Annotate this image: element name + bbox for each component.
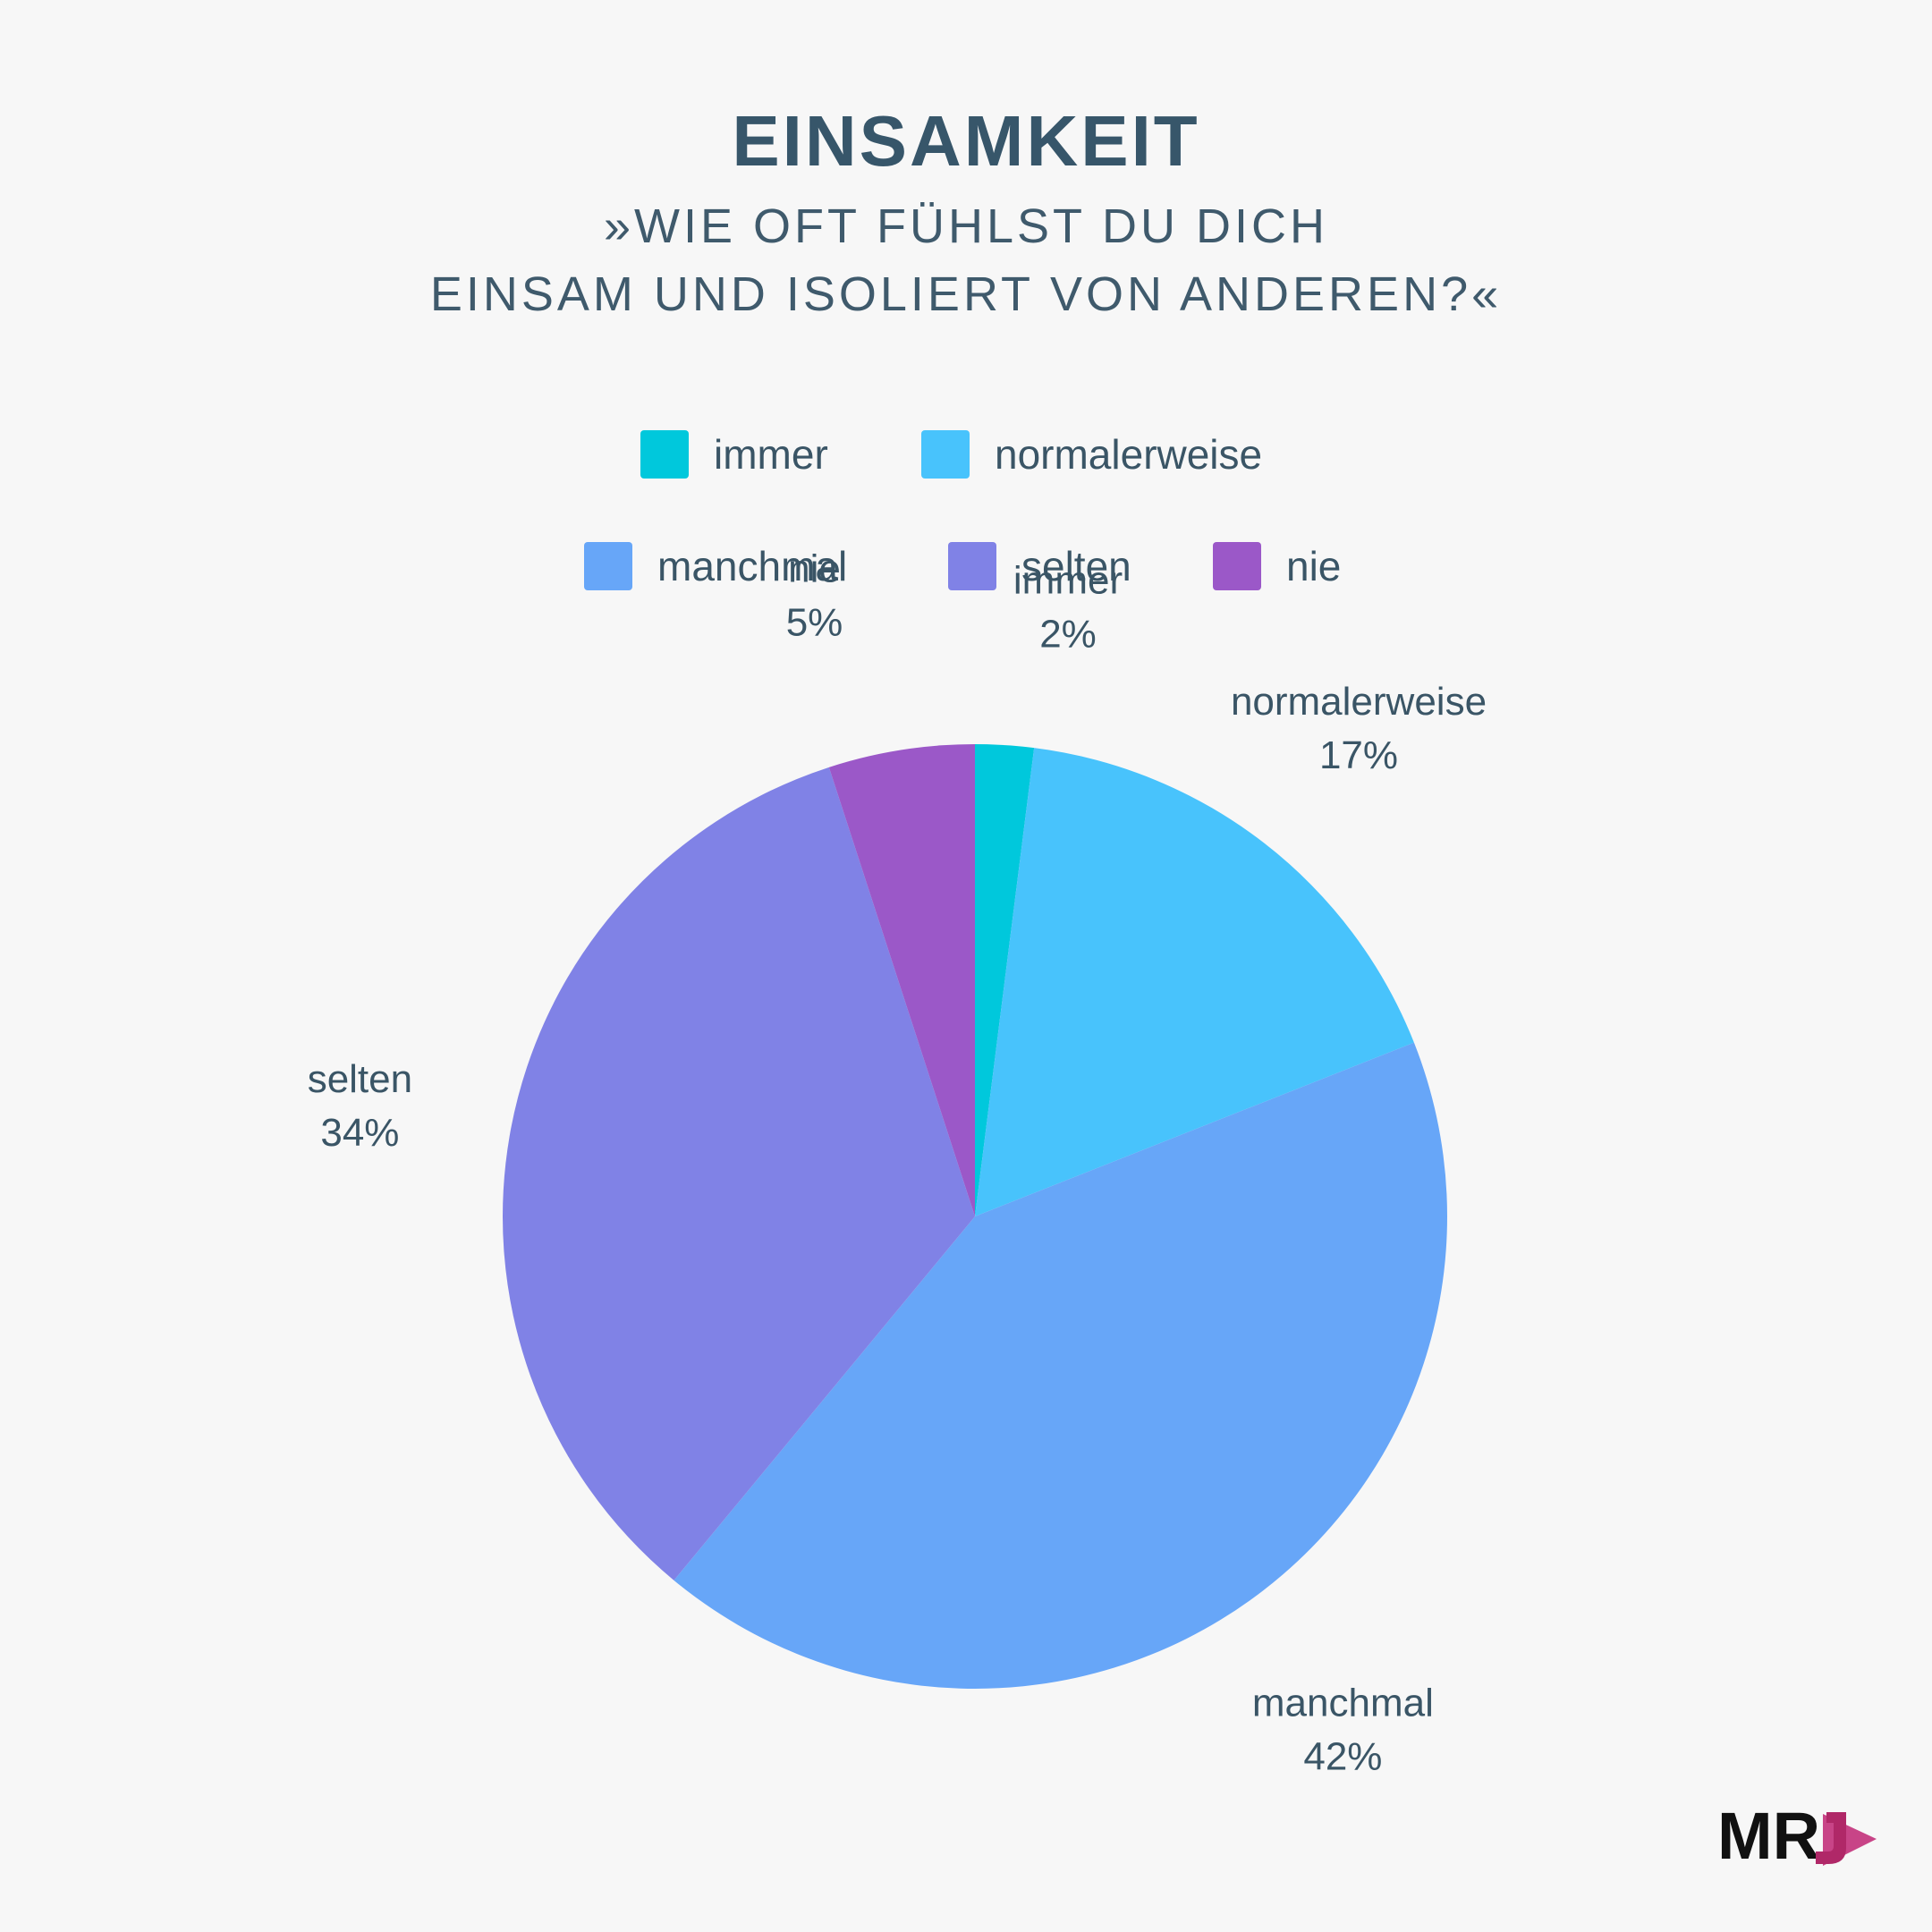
slice-label-selten: selten [308,1057,412,1101]
chart-subtitle-line2: EINSAM UND ISOLIERT VON ANDEREN?« [429,267,1503,321]
slice-value-selten: 34% [320,1111,399,1155]
legend-swatch-selten [948,542,996,590]
legend-label-normalerweise: normalerweise [995,431,1263,478]
slice-label-manchmal: manchmal [1252,1681,1434,1724]
pie-slice-manchmal [674,1042,1447,1689]
mrj-logo: MR [1717,1799,1877,1869]
pie-slice-nie [828,744,975,1216]
chart-title: EINSAMKEIT [732,101,1200,181]
legend-item-selten: selten [948,541,1131,591]
legend-label-nie: nie [1286,543,1342,589]
pie-slice-selten [502,767,975,1580]
legend-swatch-normalerweise [921,430,970,479]
slice-value-immer: 2% [1039,612,1097,656]
legend-label-manchmal: manchmal [657,543,848,589]
legend-label-immer: immer [714,431,828,478]
legend-swatch-immer [640,430,689,479]
pie-slice-immer [975,744,1035,1216]
slice-value-manchmal: 42% [1303,1734,1382,1778]
slice-label-immer: immer [1013,558,1123,602]
legend-item-normalerweise: normalerweise [921,429,1262,479]
pie-slice-labels: immer 2% normalerweise 17% manchmal 42% selten… [308,547,1487,1779]
legend-item-nie: nie [1213,541,1341,591]
pie-slice-normalerweise [975,748,1414,1216]
slice-label-nie: nie [788,547,841,591]
pie-slices [502,744,1447,1689]
legend-item-manchmal: manchmal [584,541,847,591]
logo-letter-j [1816,1812,1846,1864]
legend-swatch-manchmal [584,542,632,590]
slice-value-normalerweise: 17% [1319,733,1398,777]
slice-value-nie: 5% [786,601,843,645]
legend-swatch-nie [1213,542,1261,590]
slice-label-normalerweise: normalerweise [1231,680,1487,724]
chart-subtitle-line1: »WIE OFT FÜHLST DU DICH [603,199,1329,253]
legend-label-selten: selten [1021,543,1131,589]
legend-item-immer: immer [640,429,828,479]
logo-letters-mr: MR [1717,1799,1820,1869]
